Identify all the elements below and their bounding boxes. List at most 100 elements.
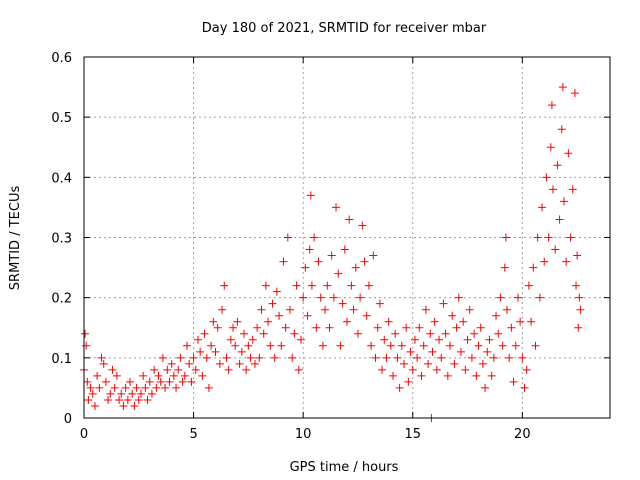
data-point-8 <box>93 372 101 380</box>
data-point-179 <box>464 336 472 344</box>
data-point-226 <box>560 197 568 205</box>
data-point-113 <box>321 306 329 314</box>
data-point-110 <box>315 258 323 266</box>
data-point-235 <box>575 294 583 302</box>
data-point-135 <box>369 252 377 260</box>
data-point-13 <box>104 396 112 404</box>
data-point-184 <box>475 342 483 350</box>
data-point-171 <box>446 342 454 350</box>
data-point-159 <box>422 306 430 314</box>
data-point-175 <box>455 294 463 302</box>
x-axis-label: GPS time / hours <box>290 460 399 475</box>
x-tick-label-0: 0 <box>80 427 88 442</box>
data-point-24 <box>128 390 136 398</box>
data-point-41 <box>165 378 173 386</box>
data-point-82 <box>255 354 263 362</box>
data-point-153 <box>409 366 417 374</box>
data-point-74 <box>238 348 246 356</box>
data-point-84 <box>260 330 268 338</box>
data-point-36 <box>155 372 163 380</box>
data-point-126 <box>350 306 358 314</box>
data-point-143 <box>387 342 395 350</box>
data-point-88 <box>268 300 276 308</box>
data-point-25 <box>130 402 138 410</box>
data-point-102 <box>299 294 307 302</box>
data-point-154 <box>411 336 419 344</box>
data-point-163 <box>428 348 436 356</box>
data-point-104 <box>304 312 312 320</box>
data-point-125 <box>347 282 355 290</box>
y-tick-label-2: 0.2 <box>51 292 72 307</box>
data-point-229 <box>567 234 575 242</box>
data-point-160 <box>424 360 432 368</box>
data-point-187 <box>481 384 489 392</box>
data-point-190 <box>488 372 496 380</box>
data-point-6 <box>89 390 97 398</box>
data-point-140 <box>380 336 388 344</box>
data-point-69 <box>227 336 235 344</box>
data-point-4 <box>84 396 92 404</box>
data-point-212 <box>534 234 542 242</box>
data-point-107 <box>308 282 316 290</box>
data-point-236 <box>576 306 584 314</box>
data-point-146 <box>393 354 401 362</box>
data-point-97 <box>288 354 296 362</box>
y-axis-label: SRMTID / TECUs <box>8 186 23 291</box>
data-point-78 <box>247 354 255 362</box>
data-point-71 <box>231 342 239 350</box>
data-point-60 <box>207 342 215 350</box>
data-point-161 <box>426 330 434 338</box>
data-point-99 <box>293 282 301 290</box>
data-point-38 <box>159 354 167 362</box>
data-point-188 <box>483 348 491 356</box>
data-point-152 <box>407 348 415 356</box>
data-point-233 <box>573 252 581 260</box>
data-point-12 <box>102 378 110 386</box>
data-point-61 <box>209 318 217 326</box>
data-point-185 <box>477 324 485 332</box>
data-point-32 <box>146 378 154 386</box>
data-point-20 <box>119 402 127 410</box>
data-point-51 <box>187 378 195 386</box>
data-point-202 <box>512 342 520 350</box>
data-point-10 <box>98 354 106 362</box>
data-point-166 <box>435 336 443 344</box>
data-point-76 <box>242 366 250 374</box>
data-point-156 <box>415 324 423 332</box>
data-point-136 <box>371 354 379 362</box>
y-tick-label-6: 0.6 <box>51 51 72 66</box>
data-point-105 <box>306 246 314 254</box>
data-point-221 <box>551 246 559 254</box>
data-point-173 <box>450 360 458 368</box>
data-point-174 <box>453 324 461 332</box>
data-points <box>80 83 584 422</box>
y-tick-label-0: 0 <box>64 412 72 427</box>
data-point-14 <box>106 390 114 398</box>
chart-title: Day 180 of 2021, SRMTID for receiver mba… <box>202 21 487 36</box>
data-point-168 <box>439 300 447 308</box>
data-point-81 <box>253 324 261 332</box>
data-point-201 <box>510 378 518 386</box>
data-point-117 <box>330 294 338 302</box>
data-point-207 <box>523 366 531 374</box>
data-point-56 <box>198 372 206 380</box>
data-point-46 <box>176 354 184 362</box>
data-point-213 <box>536 294 544 302</box>
data-point-227 <box>562 258 570 266</box>
data-point-43 <box>170 372 178 380</box>
data-point-85 <box>262 282 270 290</box>
data-point-215 <box>540 258 548 266</box>
data-point-7 <box>91 402 99 410</box>
data-point-106 <box>307 191 315 199</box>
data-point-196 <box>501 264 509 272</box>
data-point-206 <box>521 384 529 392</box>
data-point-176 <box>457 348 465 356</box>
data-point-123 <box>343 318 351 326</box>
data-point-52 <box>190 354 198 362</box>
data-point-147 <box>396 384 404 392</box>
data-point-57 <box>201 330 209 338</box>
data-point-217 <box>545 234 553 242</box>
data-point-28 <box>137 390 145 398</box>
data-point-193 <box>494 330 502 338</box>
data-point-100 <box>295 366 303 374</box>
